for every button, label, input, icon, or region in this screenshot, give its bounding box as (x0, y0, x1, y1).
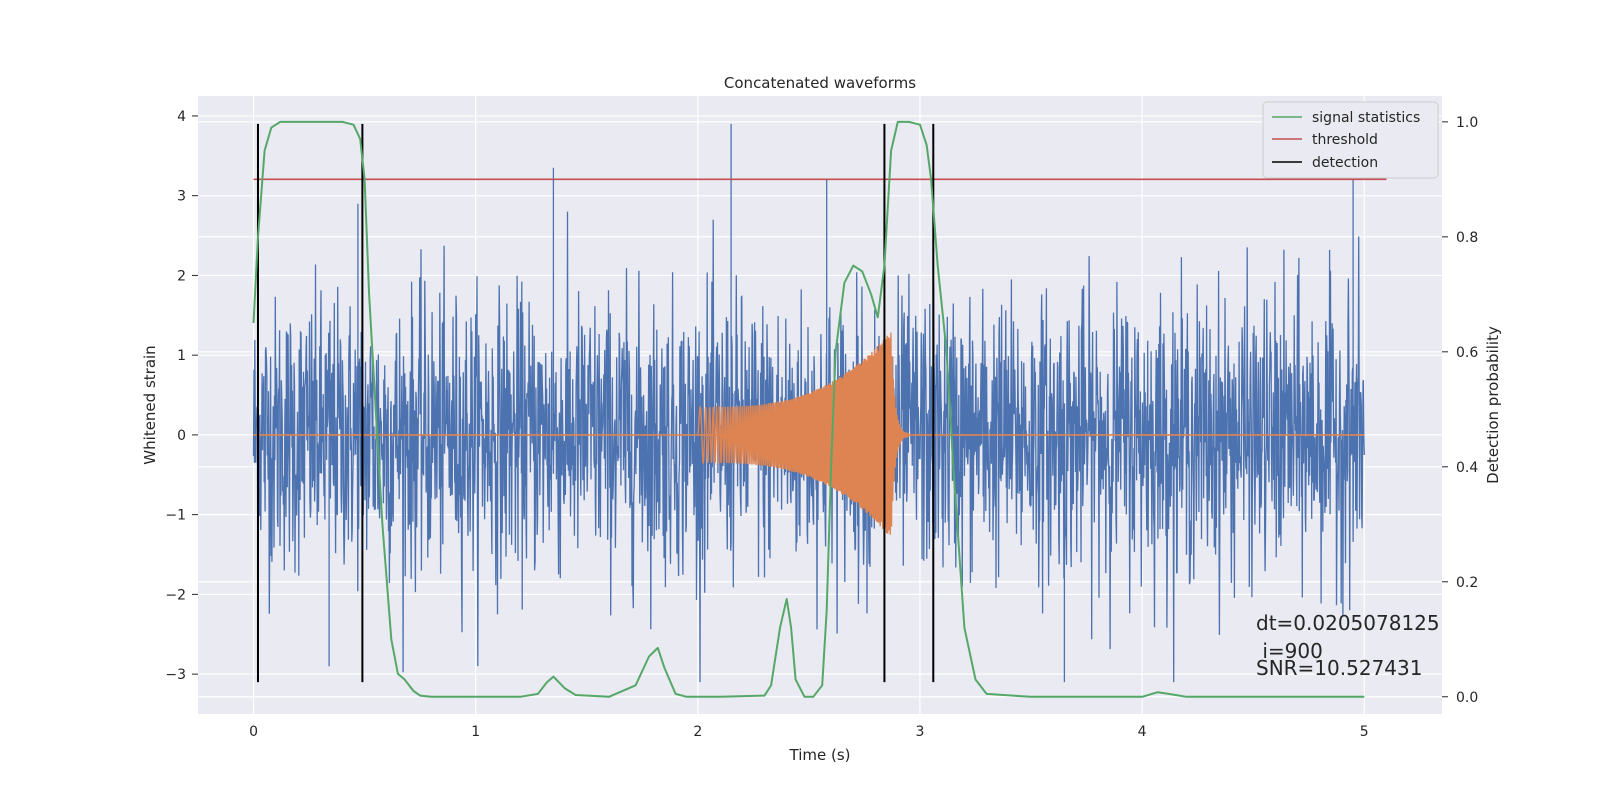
legend: signal statistics threshold detection (1262, 101, 1439, 179)
x-tick-label: 5 (1360, 724, 1369, 740)
y-tick-label: −1 (165, 508, 186, 524)
y-right-tick-label: 0.8 (1456, 230, 1478, 246)
y-tick-label: 4 (177, 109, 186, 125)
legend-box (1262, 101, 1439, 179)
y-right-tick-label: 1.0 (1456, 115, 1478, 131)
legend-label-threshold: threshold (1312, 132, 1378, 148)
injection-chirp (697, 332, 910, 535)
annotation-dt: dt=0.0205078125 (1256, 611, 1440, 635)
annotation-snr: SNR=10.527431 (1256, 656, 1422, 680)
y-axis-label: Whitened strain (141, 345, 159, 464)
x-tick-label: 0 (249, 724, 258, 740)
y-tick-label: 2 (177, 268, 186, 284)
y-right-tick-label: 0.6 (1456, 345, 1478, 361)
legend-label-detection: detection (1312, 155, 1378, 171)
y-tick-label: 0 (177, 428, 186, 444)
right-axis-series (252, 120, 1387, 698)
injection-series (253, 332, 1365, 535)
y-tick-label: −2 (165, 587, 186, 603)
chart-title: Concatenated waveforms (724, 74, 916, 92)
x-tick-label: 2 (693, 724, 702, 740)
y-right-tick-label: 0.4 (1456, 460, 1478, 476)
legend-label-signal-statistics: signal statistics (1312, 110, 1420, 126)
annotation-index: i=900 (1256, 639, 1323, 663)
strain-spikes (328, 123, 1354, 683)
x-tick-label: 4 (1138, 724, 1147, 740)
y-tick-label: 1 (177, 348, 186, 364)
signal-statistics-line (252, 120, 1365, 698)
y-right-tick-label: 0.2 (1456, 575, 1478, 591)
y-tick-label: 3 (177, 189, 186, 205)
y-axis-right-label: Detection probability (1484, 326, 1502, 484)
x-tick-label: 3 (916, 724, 925, 740)
y-tick-label: −3 (165, 667, 186, 683)
y-right-tick-label: 0.0 (1456, 690, 1478, 706)
x-tick-label: 1 (471, 724, 480, 740)
ticks: 0 1 2 3 4 5 −3 −2 −1 0 1 2 3 4 0.0 0.2 0.4 0.6 0.8 1.0 (165, 109, 1478, 740)
x-axis-label: Time (s) (789, 746, 851, 764)
